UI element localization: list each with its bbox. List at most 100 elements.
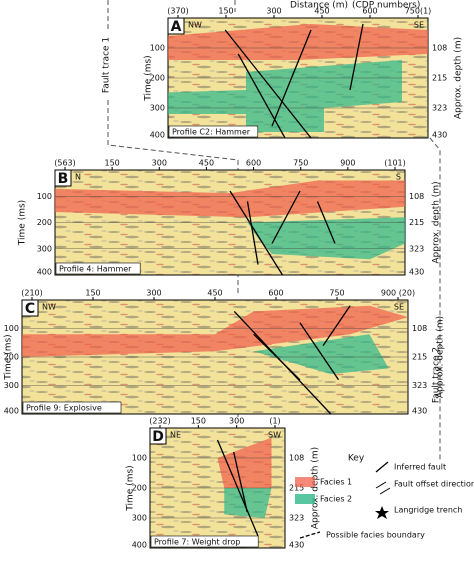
depth-tick-label: 430	[412, 407, 427, 416]
inferred-fault	[229, 190, 284, 276]
fault-symbol	[375, 461, 389, 473]
panel-label-box	[167, 17, 185, 35]
fault-trace-label: Fault trace 2	[432, 347, 442, 403]
y-tick-label: 400	[37, 268, 52, 277]
panel-label-box	[54, 169, 72, 187]
direction-label: NW	[188, 21, 202, 30]
boundary-symbol	[299, 531, 321, 539]
depth-tick-label: 108	[412, 324, 427, 333]
x-tick-label: 150	[218, 7, 233, 16]
key-label: Langridge trench	[394, 506, 462, 515]
y-tick-label: 200	[4, 353, 19, 362]
x-tick-label: 300	[266, 7, 281, 16]
inferred-fault	[246, 201, 259, 265]
offset-symbol	[375, 481, 391, 495]
fault-trace-line	[234, 0, 441, 460]
x-tick-label: 450	[314, 7, 329, 16]
x-tick-label: (232)	[149, 417, 171, 426]
x-tick-label: 600	[246, 159, 261, 168]
direction-label: SE	[394, 303, 404, 312]
x-tick-label: 450	[207, 289, 222, 298]
direction-label: S	[396, 173, 401, 182]
facies-2-swatch	[295, 494, 315, 504]
y-tick-label: 300	[4, 381, 19, 390]
fault-trace-label: Fault trace 1	[102, 37, 112, 93]
key-label: Facies 2	[320, 495, 352, 504]
panel-label: A	[171, 19, 182, 35]
depth-tick-label: 215	[432, 74, 447, 83]
facies-1-swatch	[295, 477, 315, 487]
x-tick-label: 150	[85, 289, 100, 298]
x-tick-label: 750	[293, 159, 308, 168]
x-tick-label: 750	[329, 289, 344, 298]
y-axis-title: Time (ms)	[18, 200, 28, 246]
x-tick-label: (370)	[167, 7, 189, 16]
y-tick-label: 100	[150, 44, 165, 53]
caption-box	[22, 401, 122, 414]
y-tick-label: 400	[132, 541, 147, 550]
depth-tick-label: 430	[432, 131, 447, 140]
facies-2-area	[224, 488, 272, 518]
x-tick-label: 900 (20)	[381, 289, 415, 298]
panel-label: C	[25, 301, 35, 317]
x-tick-label: (1)	[269, 417, 280, 426]
caption-box	[150, 535, 259, 548]
panel-caption: Profile 9: Explosive	[26, 404, 102, 413]
y-tick-label: 100	[132, 454, 147, 463]
depth-axis-title: Approx. depth (m)	[311, 447, 321, 529]
panel-caption: Profile 7: Weight drop	[154, 538, 240, 547]
depth-tick-label: 108	[432, 44, 447, 53]
x-tick-label: 300	[152, 159, 167, 168]
x-tick-label: 150	[191, 417, 206, 426]
depth-tick-label: 215	[289, 484, 304, 493]
y-tick-label: 400	[150, 131, 165, 140]
facies-1-area	[168, 24, 428, 60]
y-tick-label: 100	[4, 324, 19, 333]
distance-title: Distance (m)	[290, 1, 348, 11]
key-label: Fault offset direction	[394, 480, 474, 489]
y-tick-label: 400	[4, 407, 19, 416]
x-tick-label: 300	[229, 417, 244, 426]
direction-label: N	[75, 173, 81, 182]
y-axis-title: Time (ms)	[126, 465, 136, 511]
depth-tick-label: 430	[289, 541, 304, 550]
x-tick-label: (563)	[54, 159, 76, 168]
depth-axis-title: Approx. depth (m)	[454, 37, 464, 119]
inferred-fault	[299, 322, 340, 381]
panel-label: D	[152, 429, 164, 445]
inferred-fault	[349, 23, 364, 91]
y-axis-title: Time (ms)	[144, 55, 154, 101]
inferred-fault	[322, 305, 351, 346]
facies-1-area	[217, 437, 272, 488]
y-tick-label: 200	[132, 484, 147, 493]
x-tick-label: 750(1)	[405, 7, 432, 16]
depth-tick-label: 108	[409, 192, 424, 201]
cdp-title: (CDP numbers)	[352, 1, 420, 11]
y-axis-title: Time (ms)	[4, 334, 14, 380]
y-tick-label: 200	[37, 218, 52, 227]
key-label: Possible facies boundary	[326, 531, 425, 540]
facies-1-area	[22, 305, 408, 357]
y-tick-label: 200	[150, 74, 165, 83]
depth-axis-title: Approx. depth (m)	[436, 316, 446, 398]
depth-tick-label: 323	[289, 514, 304, 523]
trench-symbol	[375, 506, 389, 519]
depth-tick-label: 430	[409, 268, 424, 277]
key-label: Inferred fault	[394, 463, 446, 472]
inferred-fault	[271, 190, 301, 244]
seismic-panel: A (370) 150 300 450 600 750(1) NW SE 100 108 200 215…	[144, 7, 464, 140]
depth-tick-label: 323	[409, 244, 424, 253]
panel-label: B	[58, 171, 69, 187]
caption-box	[168, 125, 259, 138]
y-tick-label: 300	[150, 104, 165, 113]
direction-label: NE	[170, 431, 181, 440]
x-tick-label: (101)	[384, 159, 406, 168]
caption-box	[55, 262, 141, 275]
panel-label-box	[21, 299, 39, 317]
x-tick-label: 300	[146, 289, 161, 298]
y-tick-label: 100	[37, 192, 52, 201]
inferred-fault	[233, 451, 248, 513]
panel-caption: Profile C2: Hammer	[172, 128, 251, 137]
x-tick-label: 450	[199, 159, 214, 168]
